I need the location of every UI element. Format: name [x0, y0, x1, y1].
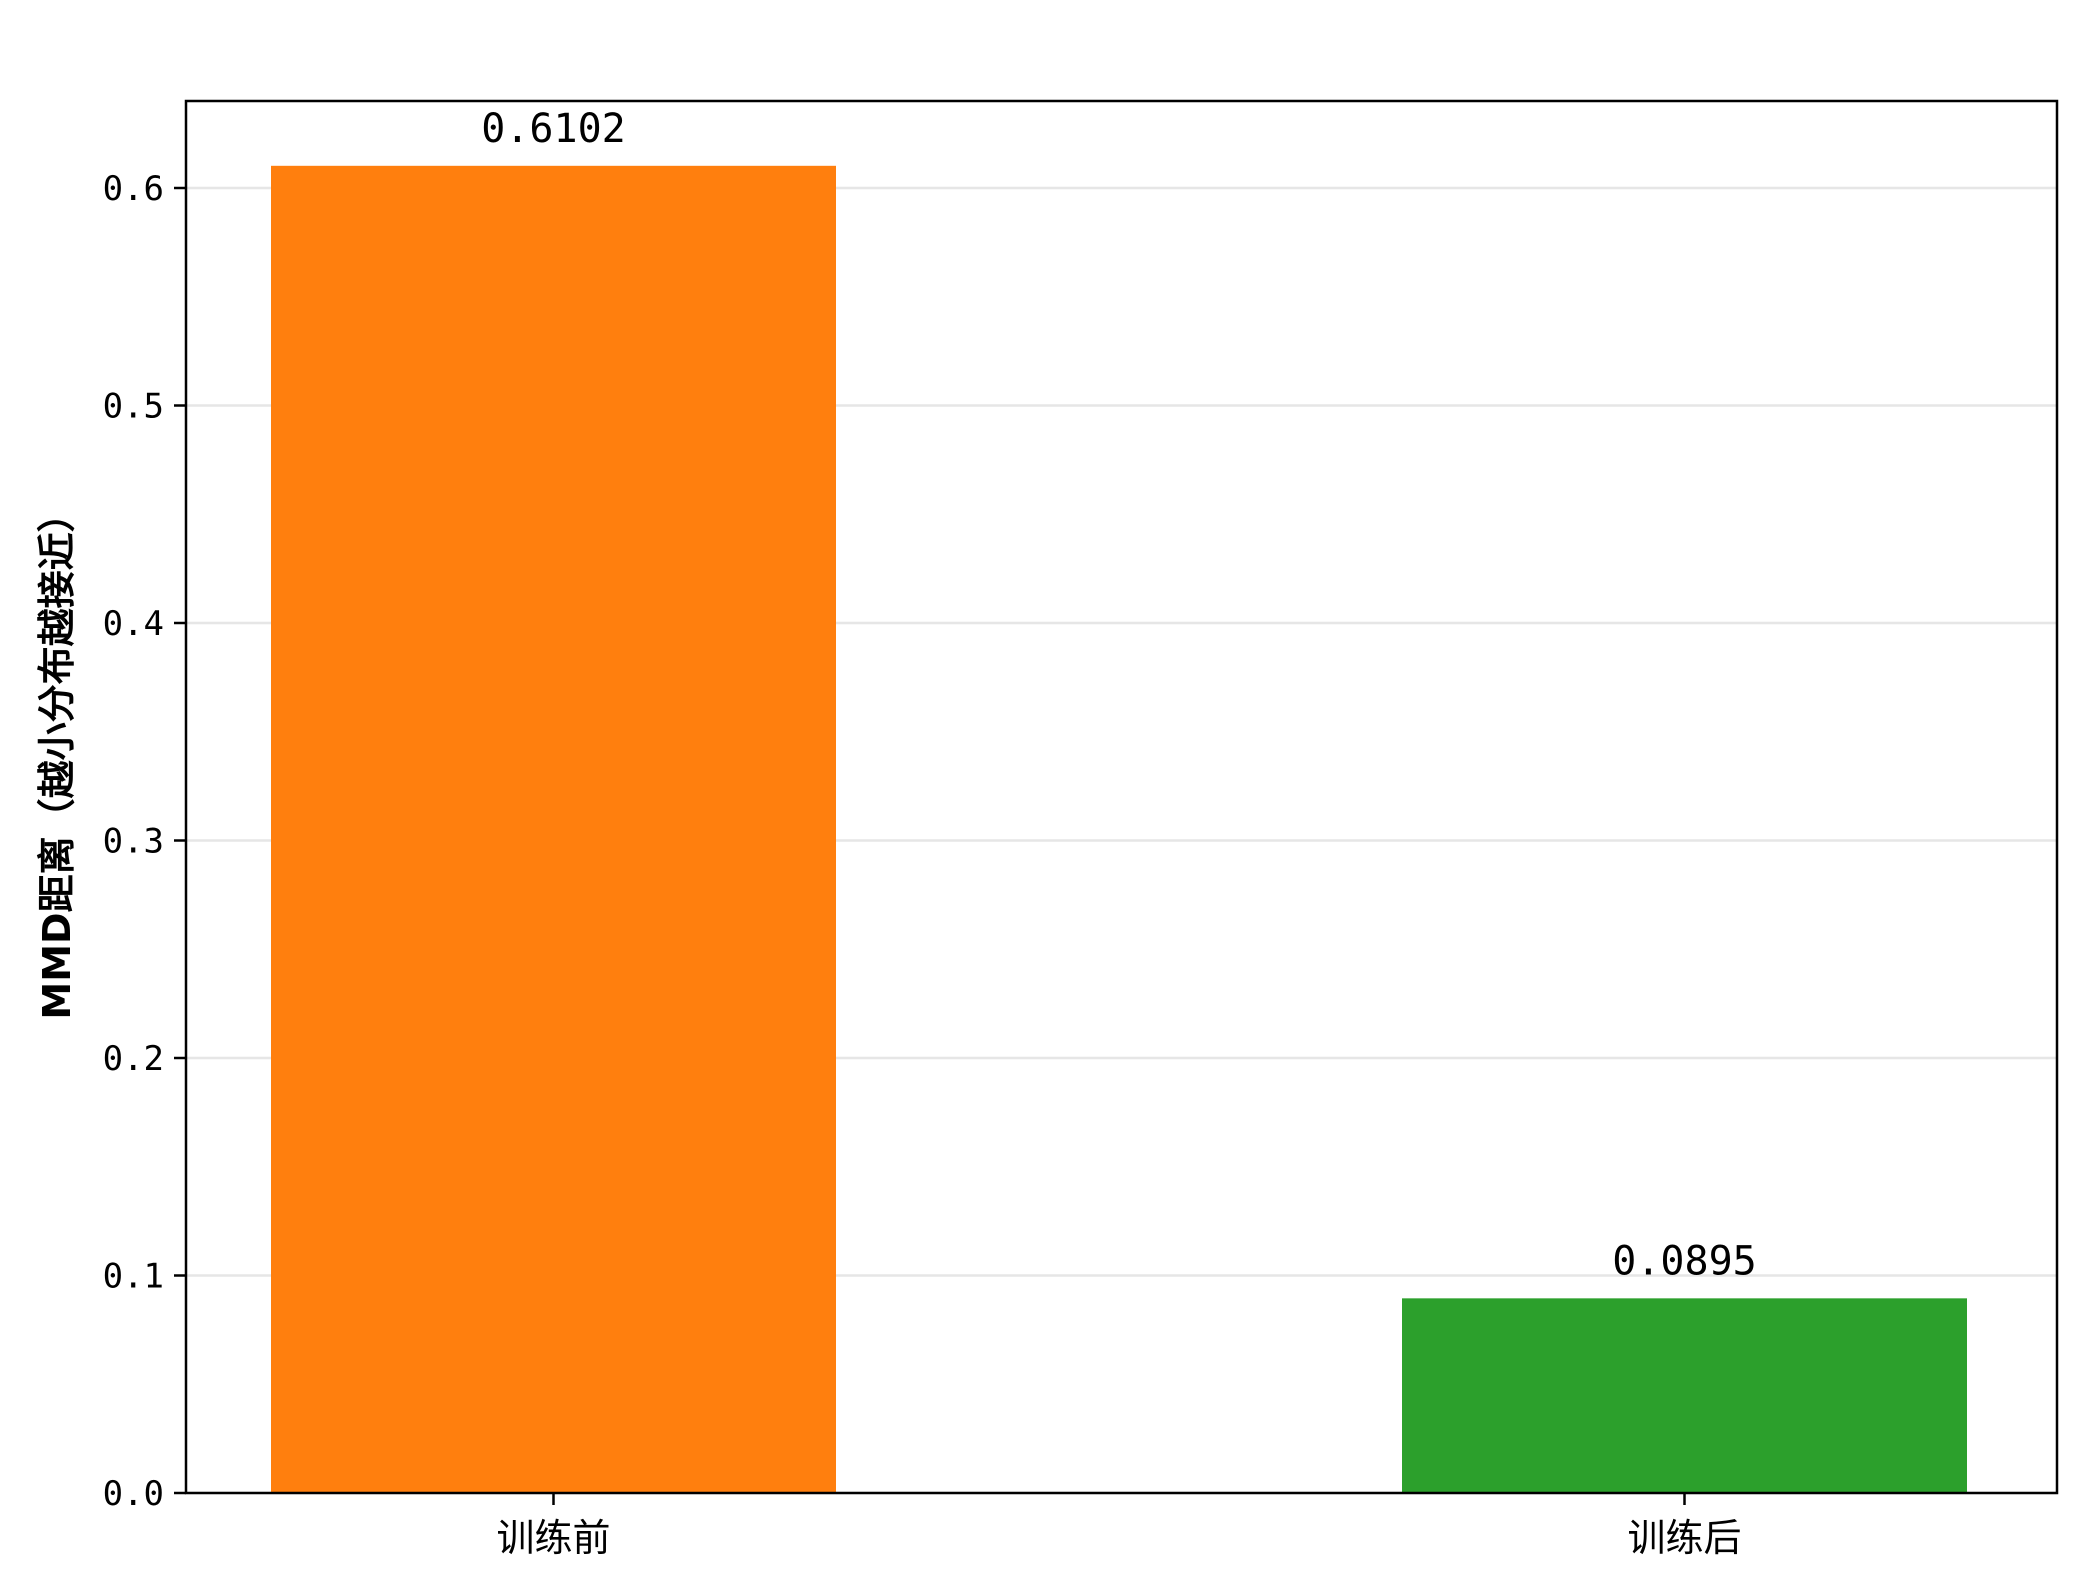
y-tick-label: 0.2	[103, 1039, 164, 1079]
bars	[271, 165, 1967, 1494]
y-tick-label: 0.1	[103, 1257, 164, 1297]
x-tick-label: 训练后	[1627, 1516, 1741, 1560]
y-axis-ticks: 0.0 0.1 0.2 0.3 0.4 0.5 0.6	[103, 169, 186, 1514]
x-axis-ticks: 训练前 训练后	[496, 1493, 1742, 1560]
data-label: 0.6102	[481, 106, 626, 152]
x-tick-label: 训练前	[496, 1516, 610, 1560]
y-tick-label: 0.6	[103, 169, 164, 209]
data-labels: 0.6102 0.0895	[481, 106, 1757, 1285]
y-tick-label: 0.4	[103, 604, 164, 644]
y-tick-label: 0.5	[103, 387, 164, 427]
y-axis-title: MMD距离（越小分布越接近）	[35, 494, 79, 1019]
plot-frame	[184, 99, 2059, 1495]
bar-2	[1402, 1298, 1967, 1493]
data-label: 0.0895	[1612, 1238, 1757, 1284]
y-tick-label: 0.0	[103, 1474, 164, 1514]
bar-1	[271, 165, 836, 1494]
y-tick-label: 0.3	[103, 822, 164, 862]
